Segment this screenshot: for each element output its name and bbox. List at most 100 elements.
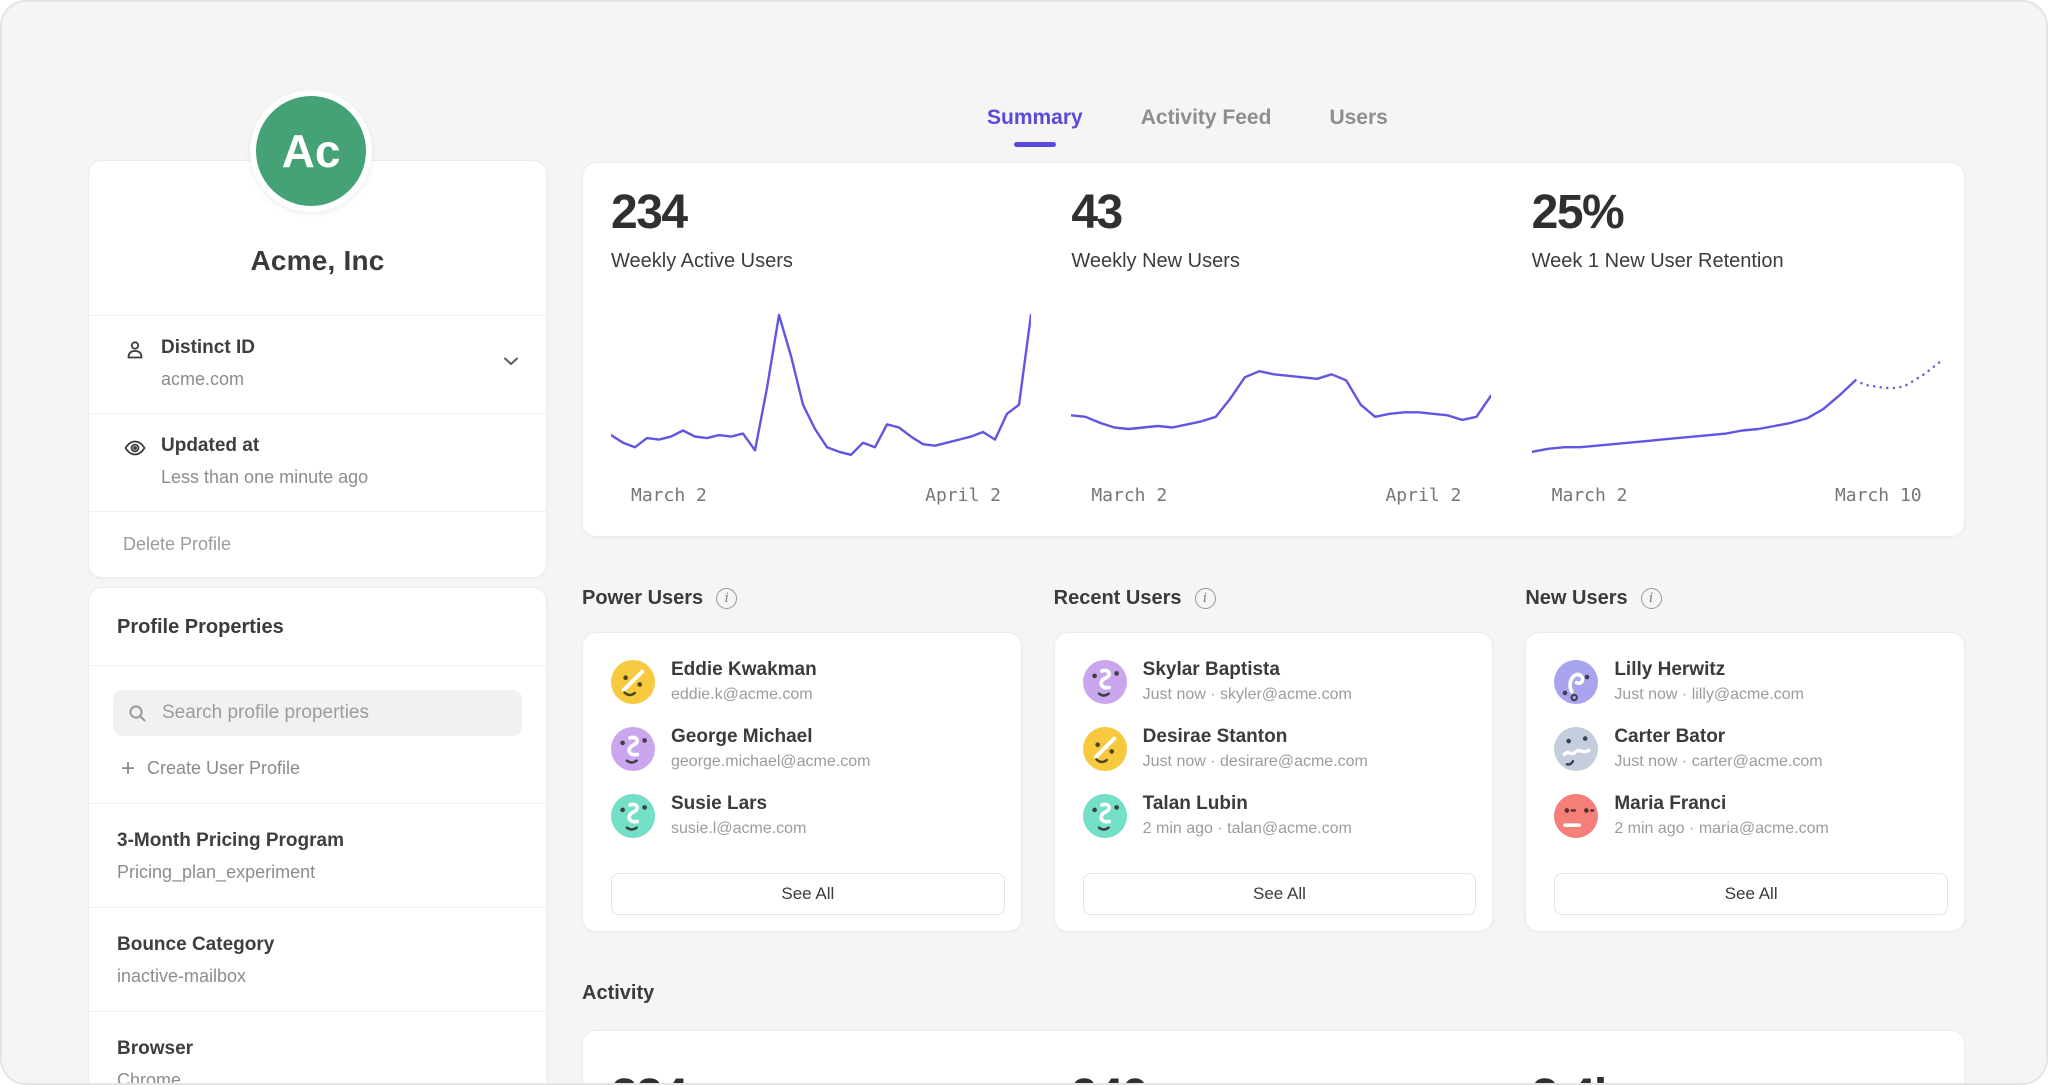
power-users-section: Power Users Eddie Kwakman eddie.k@acme.c… <box>582 580 1022 932</box>
list-item[interactable]: Desirae Stanton Just now · desirare@acme… <box>1082 726 1477 771</box>
property-row-browser[interactable]: Browser Chrome <box>89 1011 546 1085</box>
user-name: Lilly Herwitz <box>1614 659 1726 680</box>
profile-properties-card: Profile Properties + Create User Profile… <box>88 587 547 1085</box>
list-item[interactable]: Lilly Herwitz Just now · lilly@acme.com <box>1554 659 1948 704</box>
user-meta: george.michael@acme.com <box>671 753 871 770</box>
stat-week1-retention: 25% Week 1 New User Retention March 2 Ma… <box>1504 163 1964 536</box>
user-meta: eddie.k@acme.com <box>671 686 813 703</box>
list-item[interactable]: Susie Lars susie.l@acme.com <box>611 793 1005 838</box>
property-row-bounce-category[interactable]: Bounce Category inactive-mailbox <box>89 907 546 1011</box>
updated-at-row: Updated at Less than one minute ago <box>89 413 546 511</box>
avatar <box>1554 659 1599 704</box>
recent-users-card: Skylar Baptista Just now · skyler@acme.c… <box>1053 632 1494 932</box>
x-tick: April 2 <box>1385 485 1462 506</box>
power-users-card: Eddie Kwakman eddie.k@acme.com George Mi… <box>582 632 1022 932</box>
activity-stat: 3.4k <box>1504 1069 1964 1083</box>
section-title: New Users <box>1525 586 1628 609</box>
person-icon <box>123 338 147 367</box>
activity-stat: 234 <box>583 1069 1043 1083</box>
activity-stat: 940 <box>1043 1069 1503 1083</box>
property-label: Bounce Category <box>117 934 275 955</box>
see-all-button[interactable]: See All <box>611 873 1005 915</box>
info-icon[interactable] <box>716 587 738 609</box>
tab-users[interactable]: Users <box>1329 106 1388 129</box>
eye-icon <box>123 436 147 465</box>
delete-profile-button[interactable]: Delete Profile <box>89 511 546 577</box>
section-title: Power Users <box>582 586 704 609</box>
user-name: Eddie Kwakman <box>671 659 817 680</box>
property-value: Pricing_plan_experiment <box>117 862 316 882</box>
weekly-active-users-sparkline <box>611 313 1031 456</box>
stat-weekly-new-users: 43 Weekly New Users March 2 April 2 <box>1043 163 1503 536</box>
avatar <box>1082 726 1127 771</box>
profile-properties-search[interactable] <box>113 690 522 736</box>
see-all-button[interactable]: See All <box>1082 873 1477 915</box>
weekly-new-users-sparkline <box>1071 370 1492 431</box>
property-row-pricing-program[interactable]: 3-Month Pricing Program Pricing_plan_exp… <box>89 803 546 907</box>
avatar <box>1554 793 1599 838</box>
property-value: inactive-mailbox <box>117 966 247 986</box>
profile-properties-title: Profile Properties <box>89 588 546 666</box>
search-input[interactable] <box>160 701 508 725</box>
info-icon[interactable] <box>1194 587 1216 609</box>
avatar <box>611 793 655 838</box>
user-name: Maria Franci <box>1614 793 1727 814</box>
updated-at-label: Updated at <box>161 435 260 456</box>
property-label: Browser <box>117 1038 194 1059</box>
activity-card: 234 940 3.4k <box>582 1030 1965 1083</box>
list-item[interactable]: Eddie Kwakman eddie.k@acme.com <box>611 659 1005 704</box>
avatar <box>1554 726 1599 771</box>
user-name: George Michael <box>671 726 813 747</box>
stat-label: Weekly New Users <box>1071 250 1240 272</box>
avatar <box>1082 659 1127 704</box>
avatar <box>611 659 655 704</box>
see-all-button[interactable]: See All <box>1554 873 1948 915</box>
user-name: Talan Lubin <box>1142 793 1248 814</box>
stat-value: 234 <box>611 186 688 239</box>
user-meta: Just now · carter@acme.com <box>1614 753 1823 770</box>
user-name: Carter Bator <box>1614 726 1726 747</box>
user-meta: Just now · lilly@acme.com <box>1614 686 1804 703</box>
list-item[interactable]: Maria Franci 2 min ago · maria@acme.com <box>1554 793 1948 838</box>
user-name: Skylar Baptista <box>1142 659 1280 680</box>
tab-summary[interactable]: Summary <box>987 106 1083 147</box>
user-meta: 2 min ago · maria@acme.com <box>1614 820 1829 837</box>
active-tab-underline <box>1013 142 1056 147</box>
list-item[interactable]: Skylar Baptista Just now · skyler@acme.c… <box>1082 659 1477 704</box>
chevron-down-icon[interactable] <box>500 350 522 377</box>
recent-users-section: Recent Users Skylar Baptista Just now · … <box>1053 580 1494 932</box>
tab-activity-feed[interactable]: Activity Feed <box>1140 106 1272 129</box>
distinct-id-row[interactable]: Distinct ID acme.com <box>89 315 546 413</box>
x-tick: March 10 <box>1834 485 1922 506</box>
stat-value: 43 <box>1071 186 1123 239</box>
avatar <box>611 726 655 771</box>
x-tick: April 2 <box>925 485 1001 506</box>
property-value: Chrome <box>117 1070 182 1085</box>
user-name: Desirae Stanton <box>1142 726 1288 747</box>
x-tick: March 2 <box>1551 485 1628 506</box>
user-name: Susie Lars <box>671 793 768 814</box>
user-sections: Power Users Eddie Kwakman eddie.k@acme.c… <box>582 580 1965 932</box>
user-meta: Just now · skyler@acme.com <box>1142 686 1352 703</box>
create-user-profile-button[interactable]: + Create User Profile <box>89 736 546 803</box>
company-avatar: Ac <box>250 90 372 212</box>
info-icon[interactable] <box>1640 587 1662 609</box>
list-item[interactable]: George Michael george.michael@acme.com <box>611 726 1005 771</box>
company-profile-card: Acme, Inc Distinct ID acme.com <box>88 160 547 578</box>
company-header: Acme, Inc <box>89 161 546 315</box>
section-title: Recent Users <box>1053 586 1182 609</box>
plus-icon: + <box>121 754 136 782</box>
distinct-id-label: Distinct ID <box>161 337 255 358</box>
updated-at-value: Less than one minute ago <box>161 467 369 487</box>
stat-label: Week 1 New User Retention <box>1531 250 1784 272</box>
list-item[interactable]: Carter Bator Just now · carter@acme.com <box>1554 726 1948 771</box>
create-user-profile-label: Create User Profile <box>147 758 301 778</box>
x-tick: March 2 <box>631 485 707 506</box>
stat-label: Weekly Active Users <box>611 250 793 272</box>
list-item[interactable]: Talan Lubin 2 min ago · talan@acme.com <box>1082 793 1477 838</box>
new-users-card: Lilly Herwitz Just now · lilly@acme.com … <box>1525 632 1965 932</box>
company-name: Acme, Inc <box>250 245 385 276</box>
distinct-id-value: acme.com <box>161 369 245 389</box>
property-label: 3-Month Pricing Program <box>117 830 344 851</box>
